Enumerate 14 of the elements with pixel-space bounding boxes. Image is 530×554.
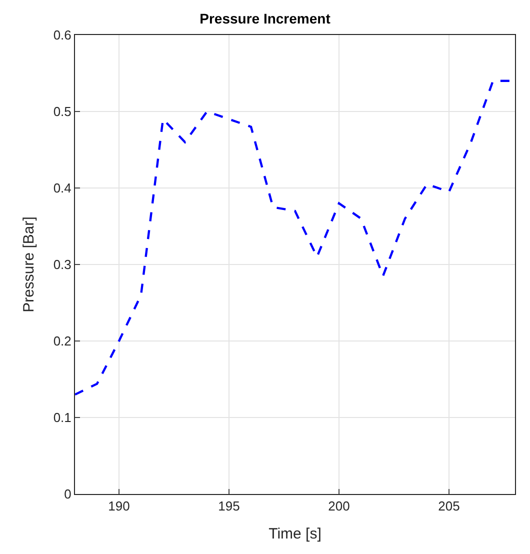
x-tick-label: 205 xyxy=(438,498,460,514)
y-tick-label: 0.3 xyxy=(53,257,72,272)
x-tick-label: 200 xyxy=(328,498,350,514)
y-tick-label: 0.5 xyxy=(53,104,72,120)
x-tick-label: 195 xyxy=(218,498,240,514)
y-axis-title: Pressure [Bar] xyxy=(20,216,38,312)
y-tick-label: 0.4 xyxy=(53,180,72,196)
x-tick-label: 190 xyxy=(108,498,130,514)
y-tick-label: 0.2 xyxy=(53,334,72,349)
y-tick-label: 0 xyxy=(64,486,72,502)
x-axis-title: Time [s] xyxy=(268,526,322,543)
y-tick-label: 0.1 xyxy=(53,410,72,426)
chart-title: Pressure Increment xyxy=(200,10,331,27)
y-tick-label: 0.6 xyxy=(53,28,72,43)
